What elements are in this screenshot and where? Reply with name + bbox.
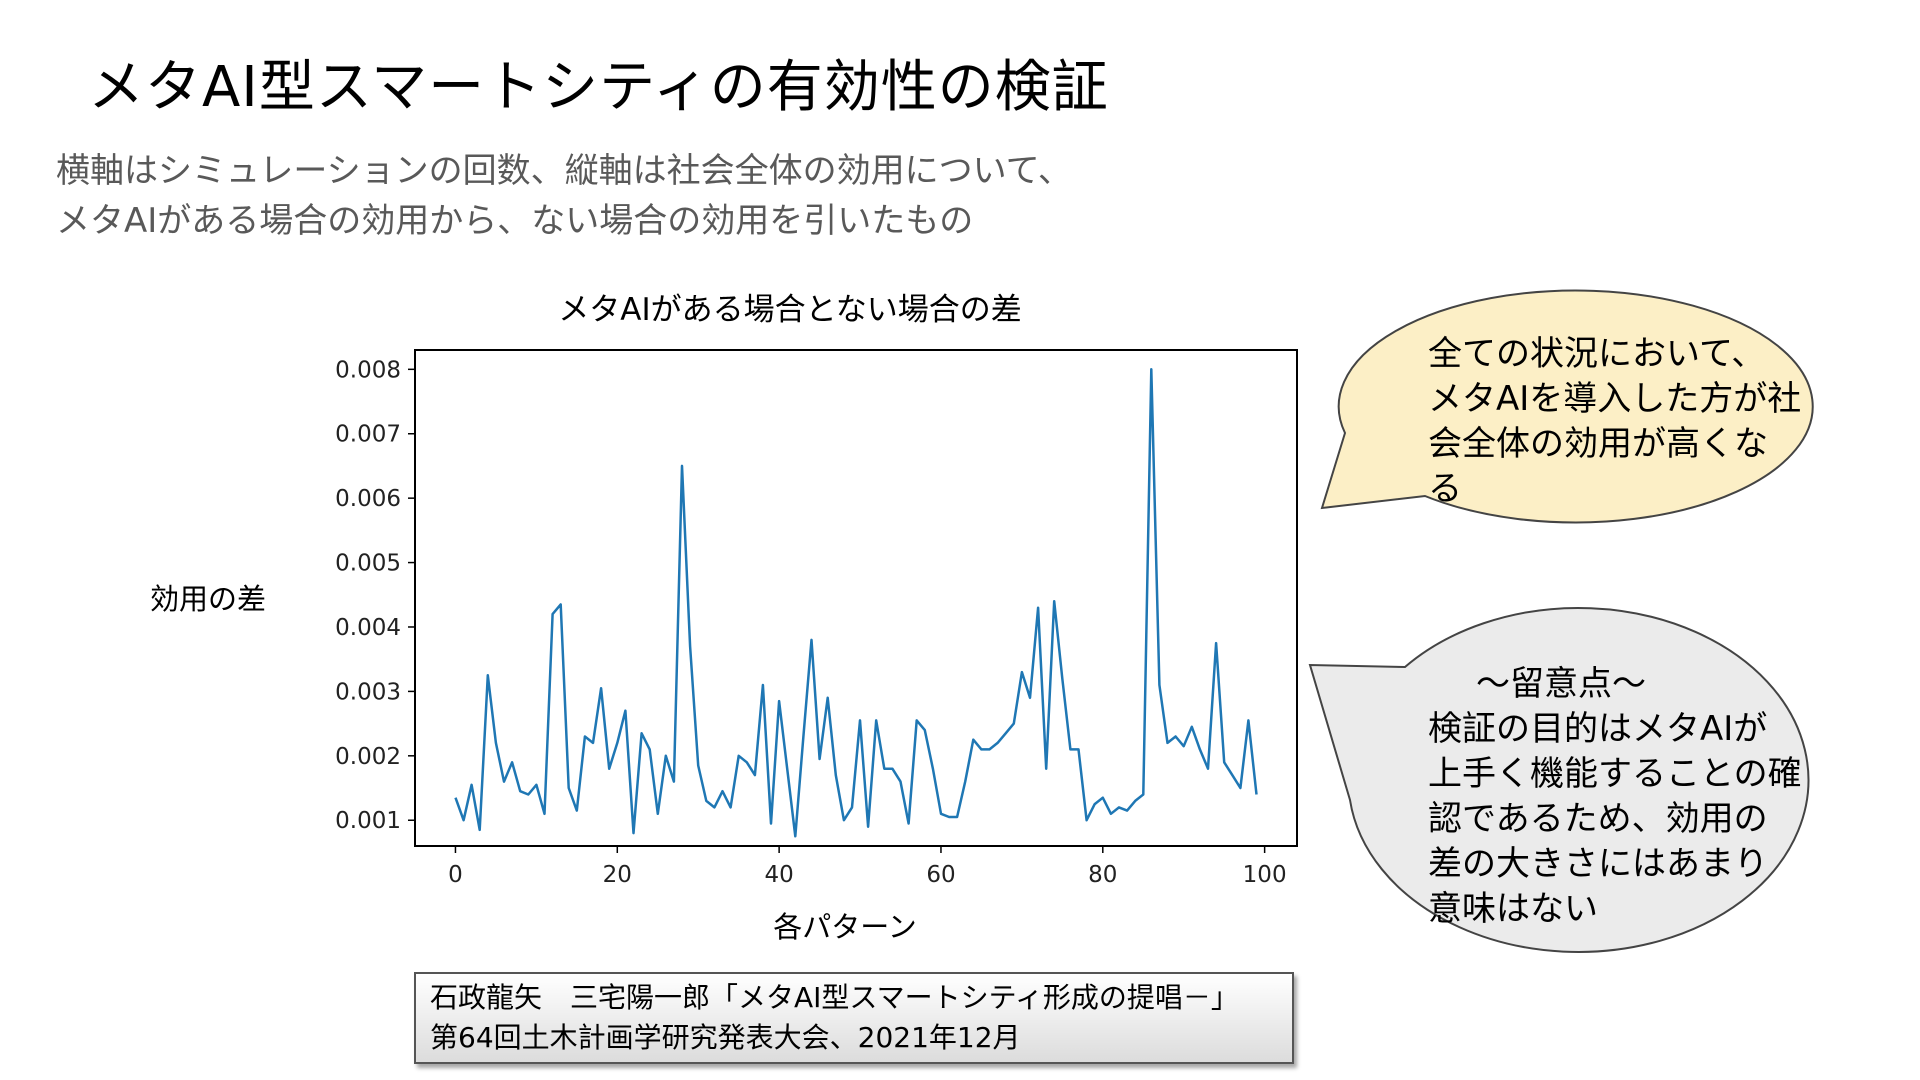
plot-frame bbox=[414, 349, 1298, 847]
subtitle-line: メタAIがある場合の効用から、ない場合の効用を引いたもの bbox=[56, 201, 974, 241]
x-tick-label: 40 bbox=[764, 862, 793, 888]
y-tick-label: 0.008 bbox=[335, 357, 401, 383]
citation-line: 第64回土木計画学研究発表大会、2021年12月 bbox=[430, 1021, 1021, 1054]
y-axis-label: 効用の差 bbox=[150, 582, 267, 616]
y-tick-label: 0.003 bbox=[335, 679, 401, 705]
y-tick-label: 0.005 bbox=[335, 551, 401, 577]
callout-heading: ～留意点～ bbox=[1476, 664, 1646, 704]
callout-line: 会全体の効用が高くな bbox=[1428, 424, 1768, 464]
callout-line: 認であるため、効用の bbox=[1428, 799, 1768, 839]
x-tick-label: 80 bbox=[1088, 862, 1117, 888]
callout-line: 差の大きさにはあまり bbox=[1428, 844, 1768, 884]
callout-line: る bbox=[1428, 469, 1462, 509]
chart-title: メタAIがある場合とない場合の差 bbox=[558, 292, 1022, 328]
callout-line: 全ての状況において、 bbox=[1428, 334, 1766, 374]
x-tick-label: 0 bbox=[448, 862, 463, 888]
callout-bottom-shape bbox=[1308, 606, 1810, 953]
citation-line: 石政龍矢 三宅陽一郎「メタAI型スマートシティ形成の提唱－」 bbox=[430, 981, 1239, 1014]
callout-top-shape bbox=[1320, 289, 1814, 524]
citation-box: 石政龍矢 三宅陽一郎「メタAI型スマートシティ形成の提唱－」 第64回土木計画学… bbox=[414, 972, 1294, 1064]
callout-line: 検証の目的はメタAIが bbox=[1428, 709, 1768, 749]
y-tick-label: 0.002 bbox=[335, 744, 401, 770]
callout-bottom-text: ～留意点～ 検証の目的はメタAIが 上手く機能することの確 認であるため、効用の… bbox=[1428, 662, 1802, 932]
callout-line: 上手く機能することの確 bbox=[1428, 754, 1802, 794]
y-tick-label: 0.006 bbox=[335, 486, 401, 512]
series-line bbox=[454, 368, 1258, 838]
callout-line: 意味はない bbox=[1428, 889, 1598, 929]
callout-line: メタAIを導入した方が社 bbox=[1428, 379, 1802, 419]
y-tick-label: 0.007 bbox=[335, 422, 401, 448]
subtitle: 横軸はシミュレーションの回数、縦軸は社会全体の効用について、 メタAIがある場合… bbox=[56, 146, 1072, 246]
x-tick-label: 20 bbox=[603, 862, 632, 888]
callout-top-text: 全ての状況において、 メタAIを導入した方が社 会全体の効用が高くな る bbox=[1428, 332, 1801, 512]
slide-title: メタAI型スマートシティの有効性の検証 bbox=[88, 55, 1109, 120]
x-tick-label: 100 bbox=[1243, 862, 1287, 888]
subtitle-line: 横軸はシミュレーションの回数、縦軸は社会全体の効用について、 bbox=[56, 151, 1072, 191]
x-tick-label: 60 bbox=[926, 862, 955, 888]
y-tick-label: 0.001 bbox=[335, 808, 401, 834]
x-axis-label: 各パターン bbox=[773, 910, 917, 944]
y-tick-label: 0.004 bbox=[335, 615, 401, 641]
